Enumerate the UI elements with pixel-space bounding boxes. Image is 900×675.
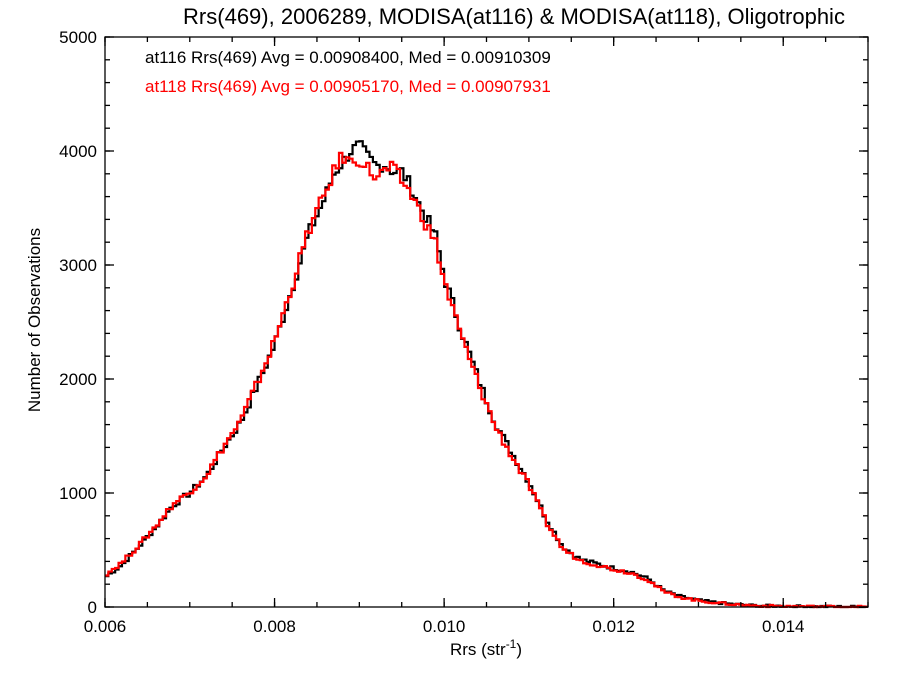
x-tick-label: 0.010 — [423, 617, 466, 636]
y-tick-label: 4000 — [59, 142, 97, 161]
y-tick-label: 1000 — [59, 484, 97, 503]
y-axis: 0 1000 2000 3000 4000 5000 — [59, 28, 868, 617]
y-tick-label: 0 — [88, 598, 97, 617]
y-tick-label: 5000 — [59, 28, 97, 47]
x-tick-label: 0.012 — [592, 617, 635, 636]
x-axis-label-main: Rrs (str — [450, 640, 506, 659]
x-axis-label-close: ) — [516, 640, 522, 659]
y-axis-label: Number of Observations — [25, 228, 44, 412]
x-axis-label: Rrs (str-1) — [450, 637, 522, 659]
x-tick-label: 0.006 — [84, 617, 127, 636]
x-tick-label: 0.014 — [762, 617, 805, 636]
legend-entry-at118: at118 Rrs(469) Avg = 0.00905170, Med = 0… — [145, 77, 551, 96]
y-tick-label: 2000 — [59, 370, 97, 389]
series-at118-line — [105, 151, 868, 609]
legend-entry-at116: at116 Rrs(469) Avg = 0.00908400, Med = 0… — [145, 48, 551, 67]
plot-frame — [104, 36, 869, 608]
plot-area — [105, 140, 868, 609]
series-at116-line — [105, 140, 868, 609]
y-tick-label: 3000 — [59, 256, 97, 275]
chart-title: Rrs(469), 2006289, MODISA(at116) & MODIS… — [183, 4, 845, 29]
x-tick-label: 0.008 — [253, 617, 296, 636]
x-axis-label-superscript: -1 — [506, 637, 517, 651]
x-axis: 0.006 0.008 0.010 0.012 0.014 — [84, 37, 869, 636]
